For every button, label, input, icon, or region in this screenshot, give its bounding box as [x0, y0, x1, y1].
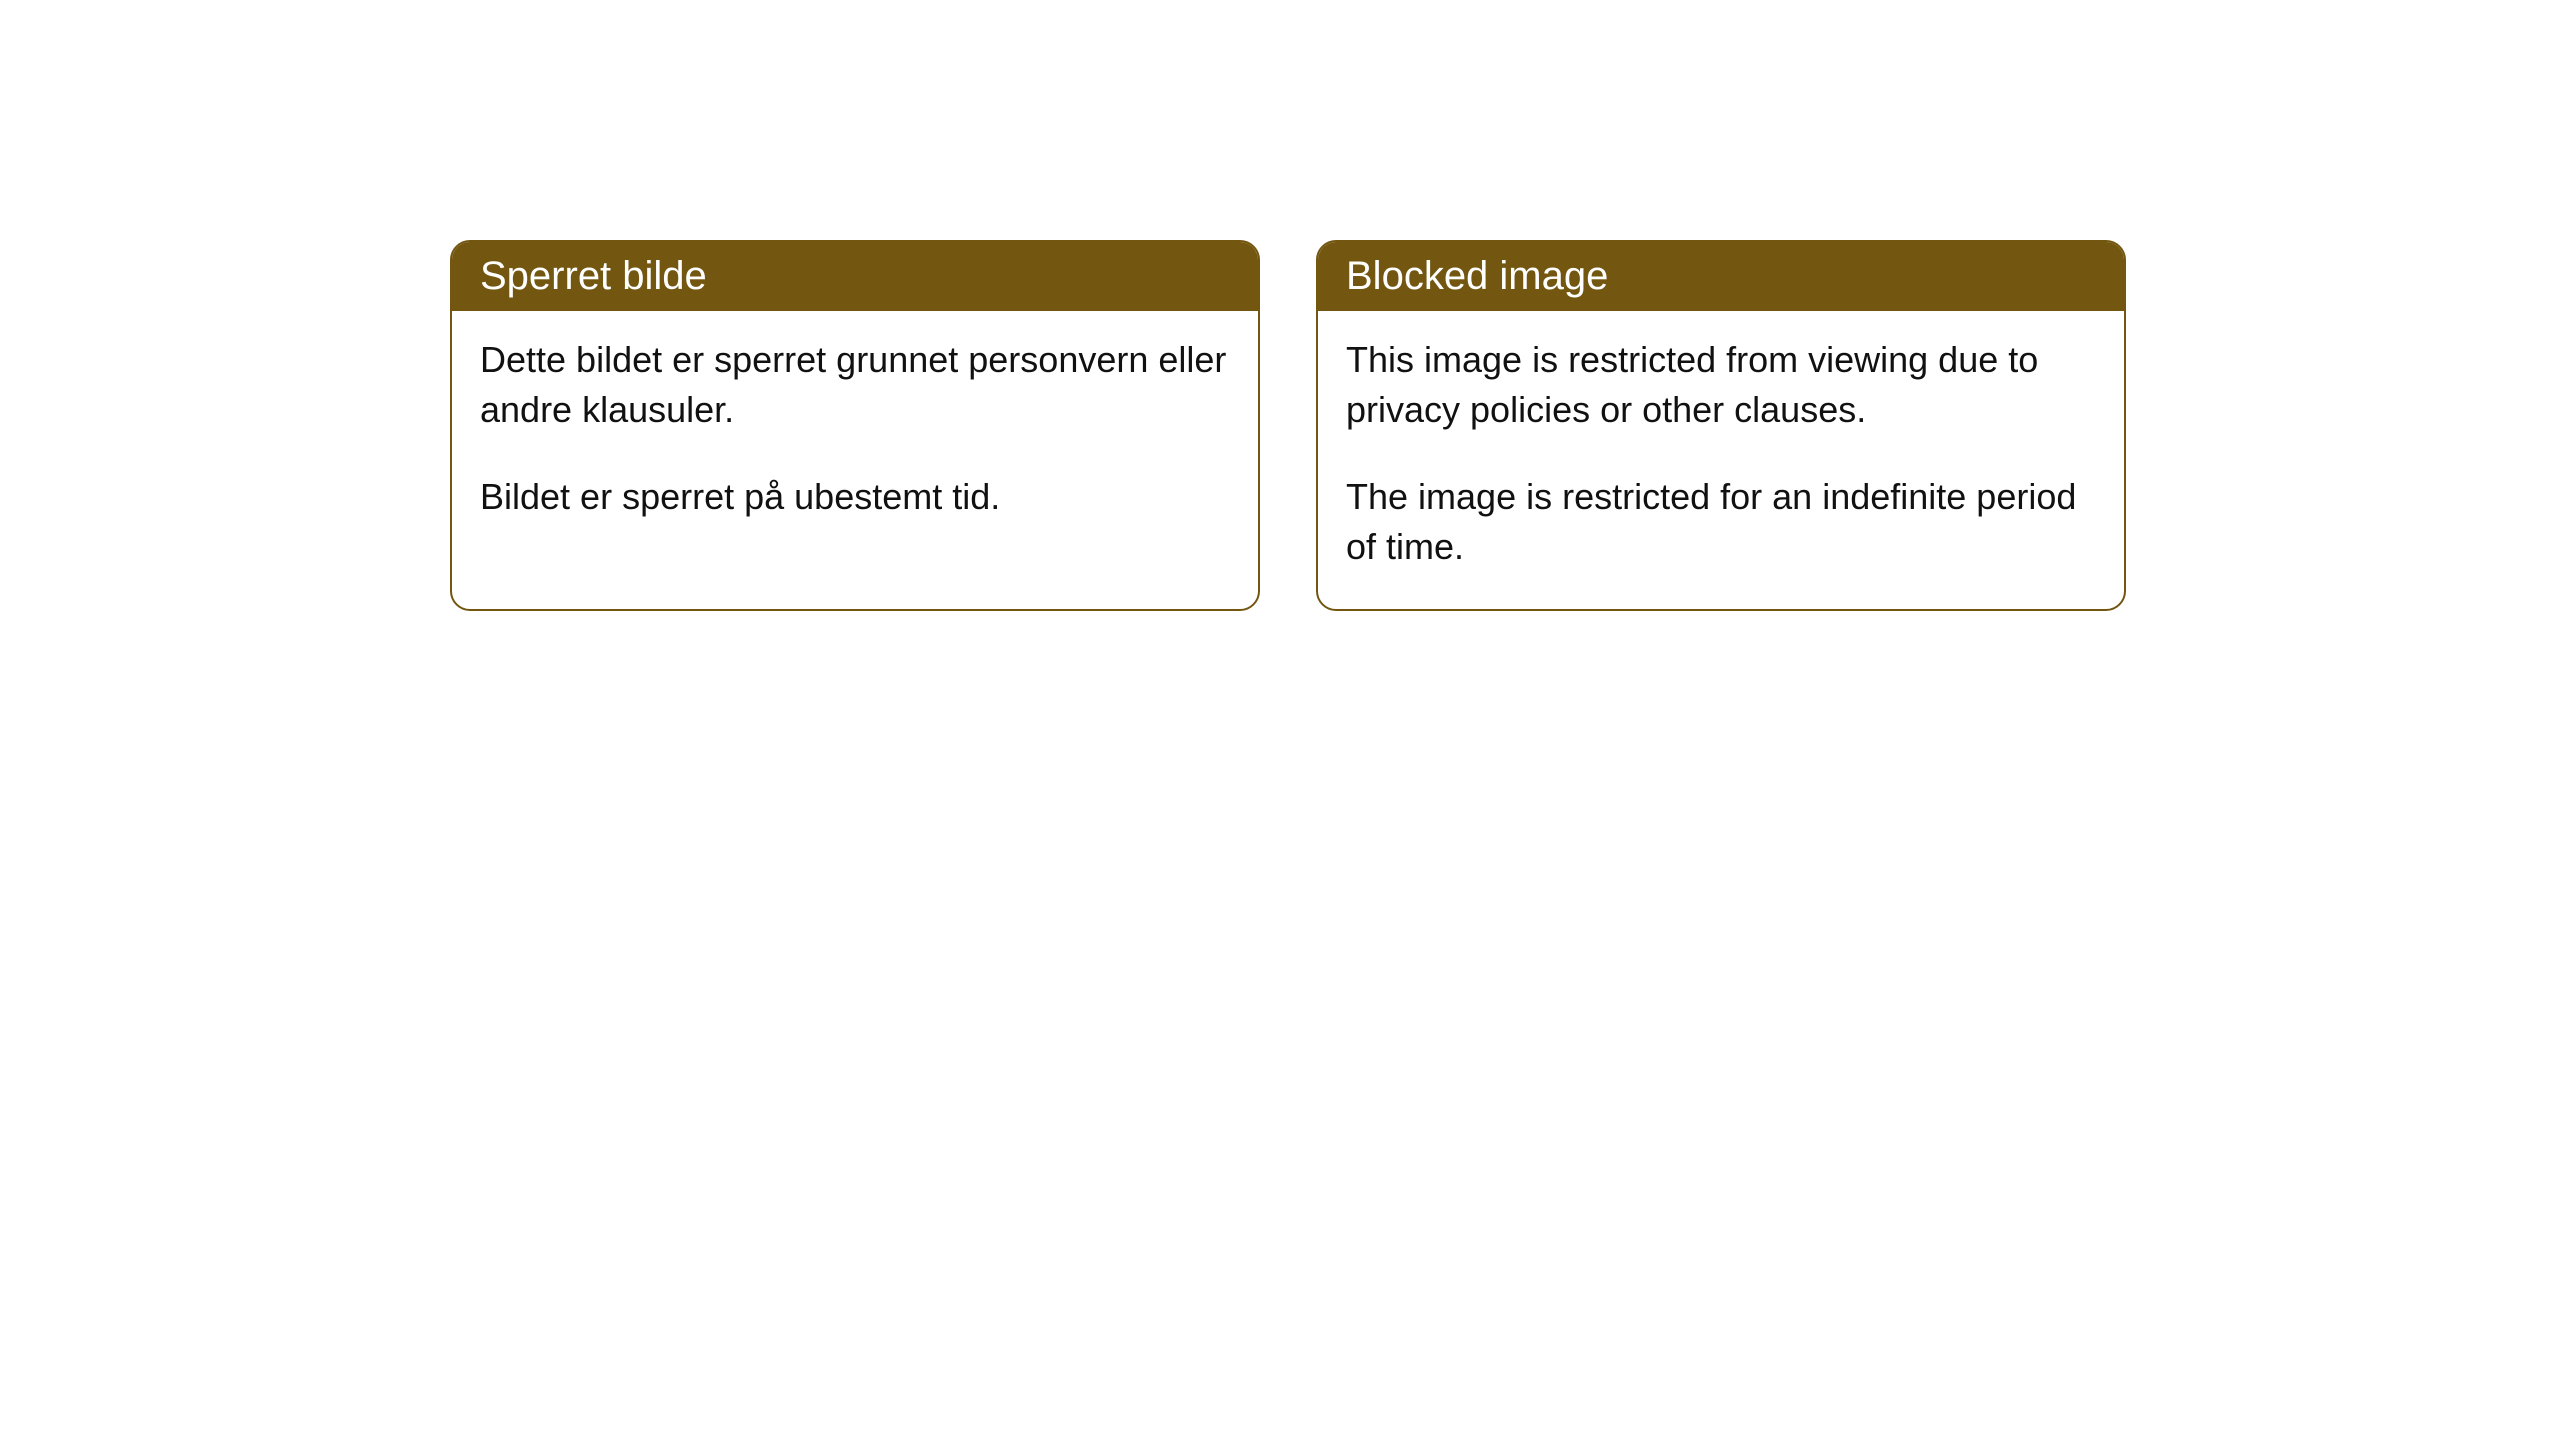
card-text-paragraph: Bildet er sperret på ubestemt tid. — [480, 472, 1230, 522]
card-title: Blocked image — [1346, 254, 1608, 298]
card-text-paragraph: The image is restricted for an indefinit… — [1346, 472, 2096, 573]
card-title: Sperret bilde — [480, 254, 707, 298]
notice-cards-container: Sperret bilde Dette bildet er sperret gr… — [450, 240, 2126, 611]
card-header-english: Blocked image — [1318, 242, 2124, 311]
card-body-norwegian: Dette bildet er sperret grunnet personve… — [452, 311, 1258, 558]
notice-card-norwegian: Sperret bilde Dette bildet er sperret gr… — [450, 240, 1260, 611]
notice-card-english: Blocked image This image is restricted f… — [1316, 240, 2126, 611]
card-text-paragraph: Dette bildet er sperret grunnet personve… — [480, 335, 1230, 436]
card-header-norwegian: Sperret bilde — [452, 242, 1258, 311]
card-text-paragraph: This image is restricted from viewing du… — [1346, 335, 2096, 436]
card-body-english: This image is restricted from viewing du… — [1318, 311, 2124, 609]
